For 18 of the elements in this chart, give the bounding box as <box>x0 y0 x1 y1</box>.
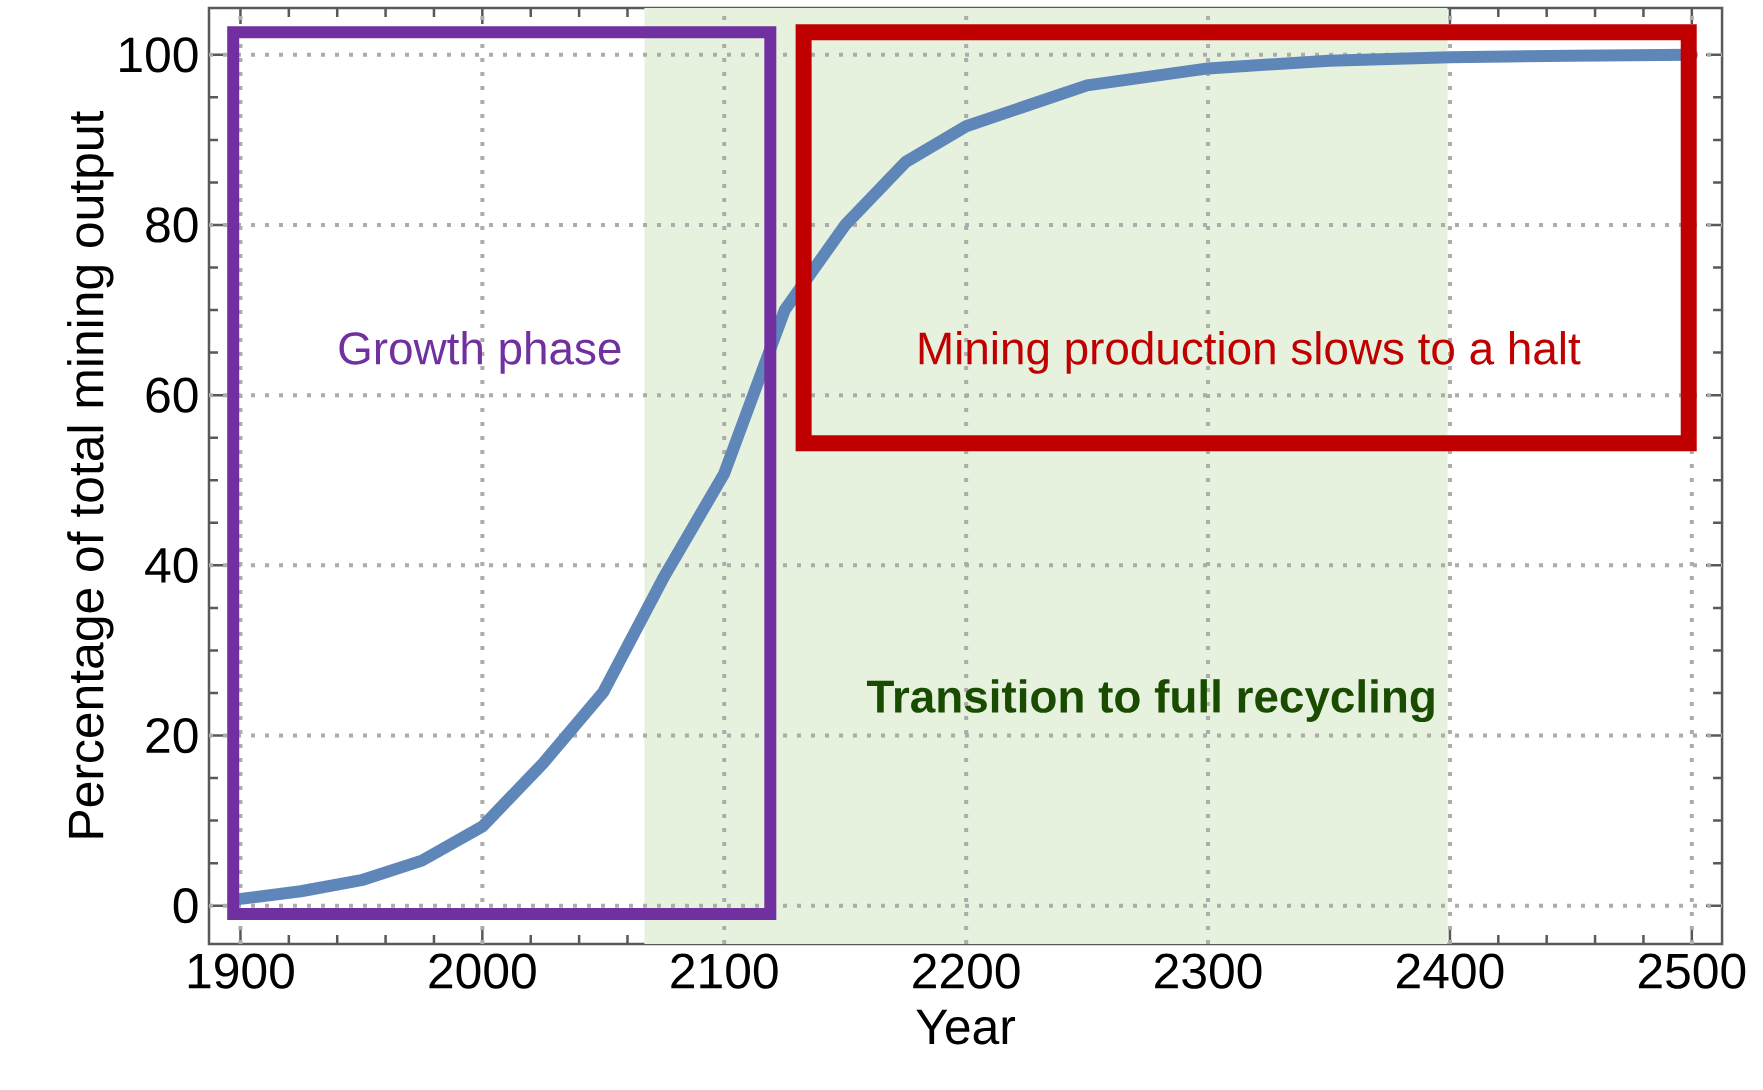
y-axis-title: Percentage of total mining output <box>67 110 114 838</box>
y-tick-label: 60 <box>146 377 198 413</box>
x-tick-label: 1900 <box>188 953 294 989</box>
x-axis-title: Year <box>916 1009 1016 1045</box>
x-tick-label: 2100 <box>671 953 778 989</box>
x-tick-label: 2500 <box>1638 953 1746 989</box>
y-tick-label: 100 <box>120 37 198 73</box>
annotation: Mining production slows to a halt <box>919 331 1581 374</box>
y-tick-label: 0 <box>173 888 198 924</box>
y-tick-label: 80 <box>146 207 198 243</box>
x-tick-label: 2400 <box>1397 953 1504 989</box>
y-tick-label: 20 <box>146 717 198 754</box>
annotation: Growth phase <box>339 331 621 374</box>
band-label: Transition to full recycling <box>866 679 1434 723</box>
x-tick-label: 2200 <box>913 953 1020 989</box>
x-tick-label: 2000 <box>429 953 536 989</box>
y-tick-label: 40 <box>145 547 198 583</box>
x-tick-label: 2300 <box>1155 953 1262 989</box>
